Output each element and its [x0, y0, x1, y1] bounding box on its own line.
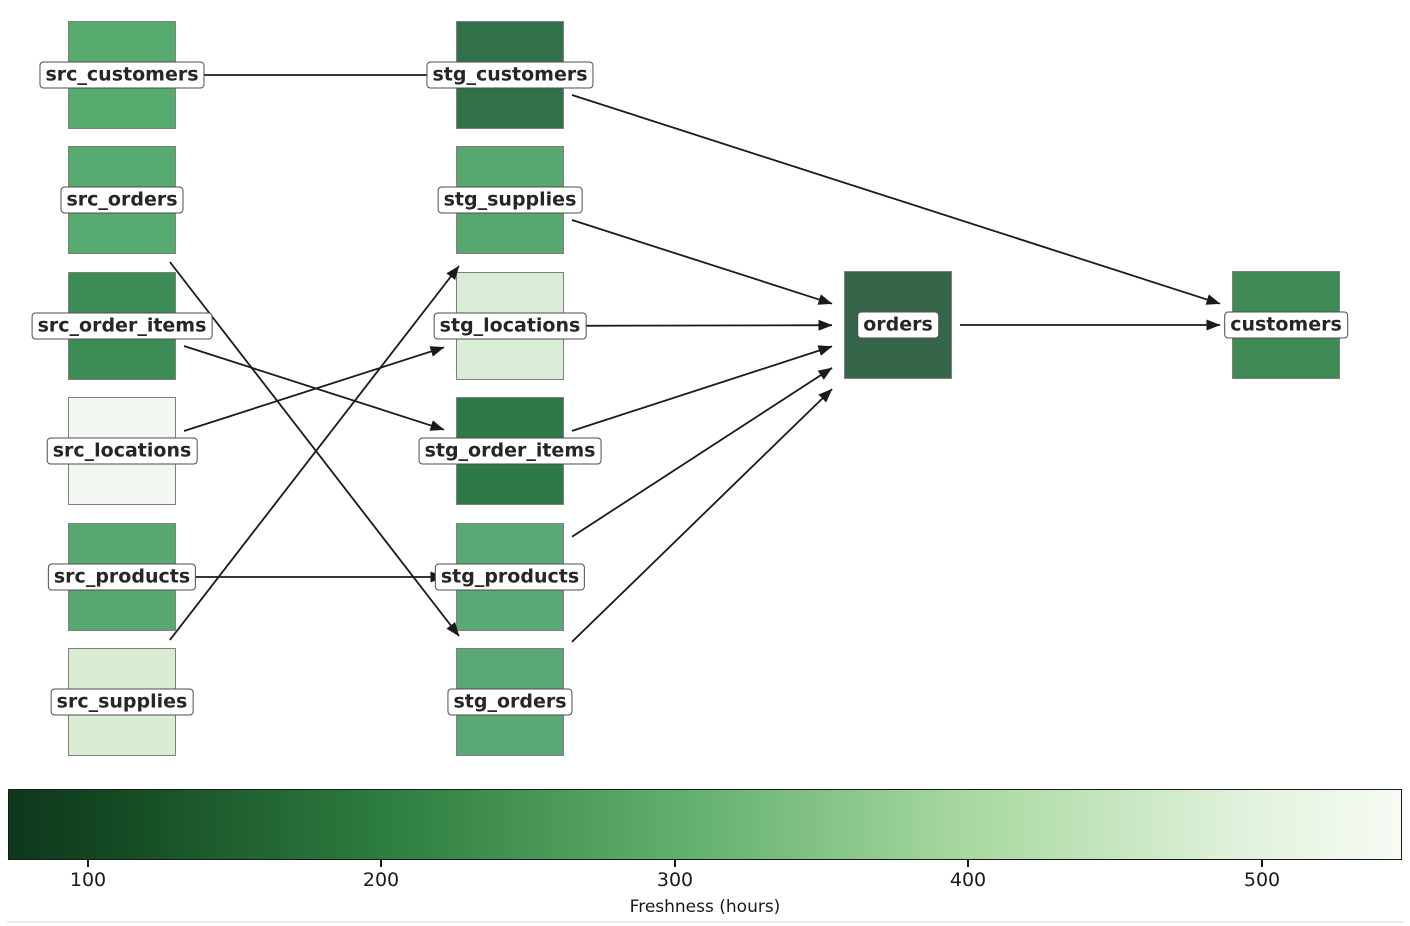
colorbar-tick-100 [87, 860, 89, 867]
colorbar-tick-200 [380, 860, 382, 867]
node-label-src_orders: src_orders [60, 186, 184, 214]
colorbar-axis-label: Freshness (hours) [629, 897, 781, 917]
node-label-stg_orders: stg_orders [447, 688, 573, 716]
node-label-src_supplies: src_supplies [50, 688, 194, 716]
node-label-customers: customers [1224, 311, 1348, 339]
colorbar-tick-500 [1261, 860, 1263, 867]
node-label-stg_locations: stg_locations [433, 312, 587, 340]
colorbar-tick-label-400: 400 [949, 869, 987, 891]
colorbar-tick-400 [967, 860, 969, 867]
colorbar-tick-label-200: 200 [362, 869, 400, 891]
node-label-orders: orders [857, 311, 939, 339]
node-label-stg_order_items: stg_order_items [418, 437, 602, 465]
figure-bottom-rule [7, 921, 1403, 923]
colorbar-tick-300 [674, 860, 676, 867]
colorbar-tick-label-100: 100 [69, 869, 107, 891]
node-label-stg_products: stg_products [434, 563, 586, 591]
colorbar-tick-label-300: 300 [656, 869, 694, 891]
colorbar-tick-label-500: 500 [1243, 869, 1281, 891]
node-label-src_locations: src_locations [46, 437, 198, 465]
node-label-src_products: src_products [47, 563, 197, 591]
node-label-src_customers: src_customers [39, 61, 205, 89]
freshness-colorbar [8, 789, 1402, 860]
node-label-stg_supplies: stg_supplies [437, 186, 583, 214]
node-label-stg_customers: stg_customers [426, 61, 594, 89]
node-label-src_order_items: src_order_items [31, 312, 213, 340]
